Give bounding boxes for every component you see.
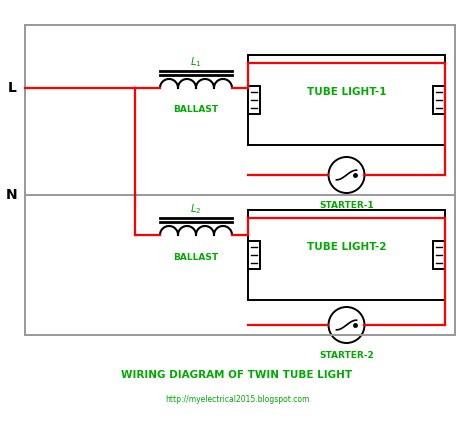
- Text: $L_2$: $L_2$: [190, 202, 202, 216]
- Bar: [248, 210, 445, 300]
- Text: L: L: [8, 81, 17, 95]
- Bar: [248, 241, 260, 269]
- Text: BALLAST: BALLAST: [173, 105, 219, 115]
- Bar: [433, 241, 445, 269]
- Bar: [248, 55, 445, 145]
- Circle shape: [328, 307, 365, 343]
- Text: STARTER-2: STARTER-2: [319, 351, 374, 359]
- Text: WIRING DIAGRAM OF TWIN TUBE LIGHT: WIRING DIAGRAM OF TWIN TUBE LIGHT: [121, 370, 353, 380]
- Text: BALLAST: BALLAST: [173, 253, 219, 262]
- Text: $L_1$: $L_1$: [190, 55, 202, 69]
- Text: TUBE LIGHT-2: TUBE LIGHT-2: [307, 242, 386, 252]
- Circle shape: [328, 157, 365, 193]
- Bar: [248, 86, 260, 114]
- Bar: [433, 86, 445, 114]
- Text: http://myelectrical2015.blogspot.com: http://myelectrical2015.blogspot.com: [165, 396, 309, 404]
- Text: STARTER-1: STARTER-1: [319, 201, 374, 209]
- Text: N: N: [5, 188, 17, 202]
- Text: TUBE LIGHT-1: TUBE LIGHT-1: [307, 87, 386, 97]
